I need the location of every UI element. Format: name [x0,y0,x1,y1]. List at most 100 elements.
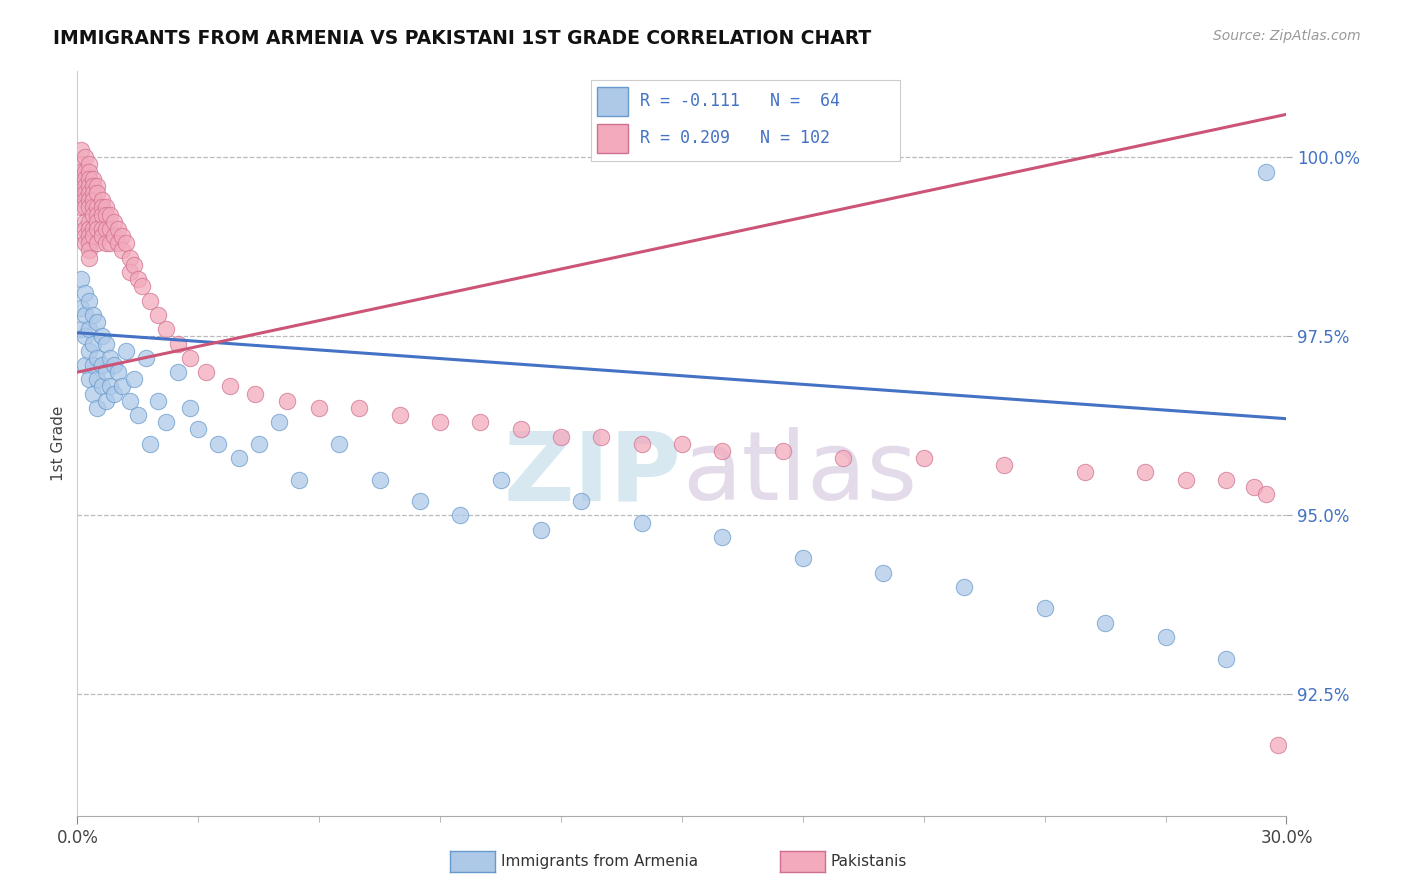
Point [82,336,104,351]
Point [111,244,134,258]
Point [409,494,432,508]
Point [86,222,108,236]
Point [90,358,112,372]
Text: Pakistanis: Pakistanis [831,855,907,869]
Point [86,201,108,215]
Point [195,365,218,379]
Point [114,236,136,251]
Point [1267,738,1289,752]
Point [75,194,97,208]
Point [103,229,125,244]
Point [86,372,108,386]
Point [267,415,290,429]
Point [94,208,117,222]
Point [179,351,201,365]
Point [792,551,814,566]
Point [70,143,93,157]
Point [530,523,553,537]
Point [872,566,894,580]
Point [368,473,391,487]
Point [187,422,209,436]
Point [139,293,162,308]
Point [79,215,101,229]
Point [82,308,104,322]
Point [118,251,141,265]
Point [127,408,149,422]
Text: ZIP: ZIP [503,427,682,520]
Point [79,157,101,171]
Point [429,415,451,429]
Point [86,208,108,222]
Point [70,171,93,186]
Point [70,301,93,315]
Point [1033,601,1056,615]
Point [79,186,101,200]
Point [86,236,108,251]
Point [155,322,177,336]
Point [1243,480,1265,494]
Point [75,150,97,164]
Point [1256,164,1278,178]
Point [86,401,108,415]
Point [328,437,350,451]
Point [79,201,101,215]
Point [79,229,101,244]
Point [82,194,104,208]
Point [135,351,157,365]
Point [90,201,112,215]
Point [82,386,104,401]
Point [772,444,794,458]
Point [82,222,104,236]
Point [711,444,734,458]
Point [550,429,572,443]
Point [103,215,125,229]
Point [107,365,129,379]
Point [79,251,101,265]
Point [179,401,201,415]
Point [79,293,101,308]
Point [94,393,117,408]
Point [79,322,101,336]
Point [98,379,121,393]
Point [70,201,93,215]
Point [82,229,104,244]
Point [75,186,97,200]
Point [489,473,512,487]
Point [82,208,104,222]
Point [912,451,935,466]
Point [75,164,97,178]
Point [146,308,169,322]
Point [86,215,108,229]
Point [591,429,613,443]
Bar [596,124,627,153]
Point [953,580,976,594]
Point [98,236,121,251]
Point [70,194,93,208]
Point [86,186,108,200]
Point [98,222,121,236]
Point [118,393,141,408]
Point [146,393,169,408]
Point [82,178,104,193]
Point [90,229,112,244]
Point [569,494,592,508]
Point [82,358,104,372]
Y-axis label: 1st Grade: 1st Grade [51,406,66,482]
Point [993,458,1015,473]
Point [70,164,93,178]
Point [155,415,177,429]
Point [75,308,97,322]
Point [79,178,101,193]
Point [75,286,97,301]
Point [94,236,117,251]
Point [111,229,134,244]
Point [75,171,97,186]
Point [70,178,93,193]
Point [98,208,121,222]
Point [86,351,108,365]
Point [1074,466,1097,480]
Point [671,437,693,451]
Point [75,358,97,372]
Point [288,473,311,487]
Point [247,437,270,451]
